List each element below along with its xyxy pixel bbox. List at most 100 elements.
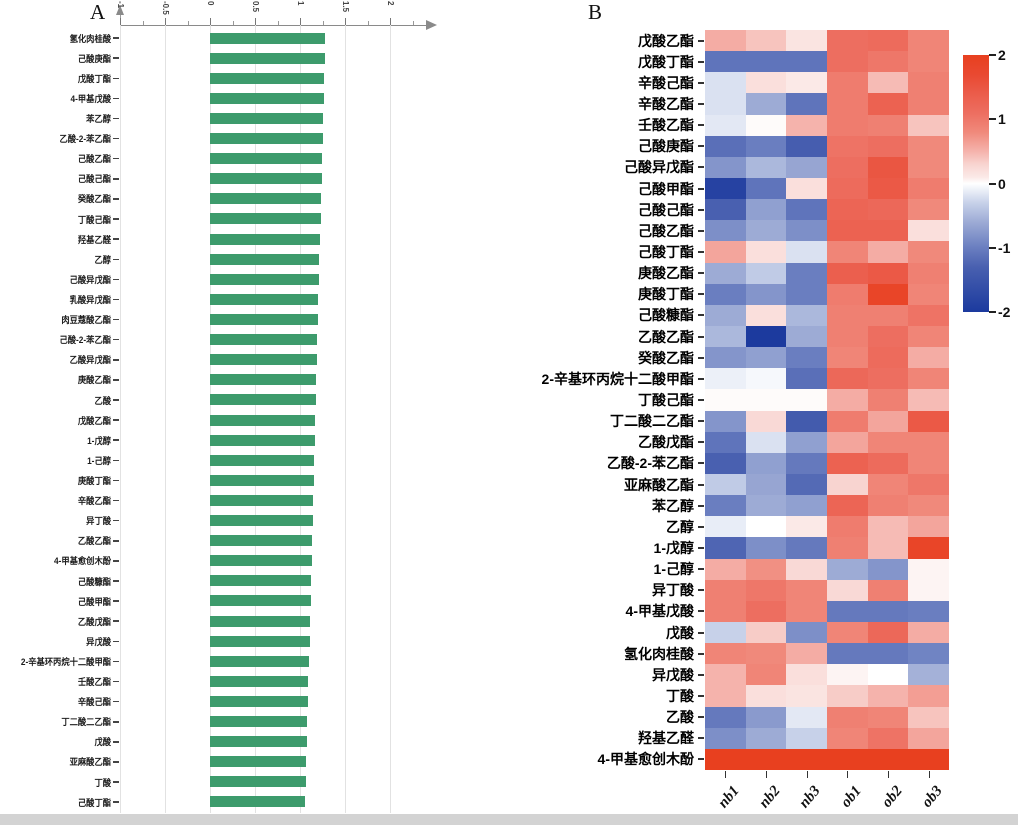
heatmap-row-label: 癸酸乙酯 [638,349,694,366]
heatmap-row-label: 2-辛基环丙烷十二酸甲酯 [541,370,694,387]
heatmap-row: 庚酸乙酯 [418,263,705,284]
heatmap-cell [786,114,827,136]
heatmap-cell [826,579,868,601]
row-tick [113,338,119,341]
heatmap-row-label: 壬酸乙酯 [638,117,694,134]
heatmap-cell [867,93,909,115]
bar [210,454,315,466]
heatmap-cell [705,241,746,263]
heatmap-cell [908,220,949,242]
heatmap-cell [786,199,827,221]
bar-row-label: 壬酸乙酯 [77,677,111,688]
row-tick [698,398,704,401]
row-tick [698,420,704,423]
heatmap-cell [786,643,827,665]
heatmap-row: 戊酸 [418,622,705,643]
row-tick [113,640,119,643]
heatmap-cell [786,241,827,263]
row-tick [113,238,119,240]
bar [210,474,314,486]
bar-row-label: 4-甲基愈创木酚 [53,556,111,567]
row-tick [698,335,704,338]
heatmap-cell [705,114,746,136]
heatmap-row-label: 己酸乙酯 [638,222,694,239]
row-tick [698,737,704,740]
heatmap-cell [867,579,909,601]
row-tick [113,318,119,321]
heatmap-row: 己酸丁酯 [418,241,705,262]
heatmap-row: 丁二酸二乙酯 [418,411,705,432]
bar [210,716,308,728]
axis-tick-label: 1.5 [341,1,350,13]
heatmap-cell [908,452,949,474]
heatmap-cell [745,389,787,411]
axis-tick-label: 2 [386,1,395,6]
heatmap-row: 乙酸戊酯 [418,432,705,453]
heatmap-cell [908,579,949,601]
heatmap-row-label: 氢化肉桂酸 [624,645,694,662]
row-tick [698,546,704,549]
bar-row: 4-甲基愈创木酚 [0,551,119,571]
col-tick [847,771,849,778]
bar-row-label: 戊酸 [94,737,111,748]
row-tick [113,379,119,381]
heatmap-cell [867,748,909,770]
colorbar-tick [989,311,996,313]
heatmap-cell [786,473,827,496]
row-tick [113,600,119,602]
bar-row-label: 乙酸-2-苯乙酯 [59,134,111,145]
row-tick [698,483,704,486]
heatmap-cell [908,325,949,348]
heatmap-cell [705,685,746,707]
colorbar-tick-label: 2 [998,47,1006,63]
heatmap-row-label: 己酸异戊酯 [624,159,694,176]
bar [210,72,325,84]
heatmap-cell [867,114,909,136]
row-tick [113,560,119,562]
heatmap-cell [826,93,868,115]
heatmap-row-label: 庚酸丁酯 [638,286,694,303]
heatmap-row: 乙酸 [418,707,705,728]
heatmap-cell [745,114,787,136]
row-tick [113,459,119,462]
colorbar-tick-label: 1 [998,111,1006,128]
heatmap-col-label: ob2 [878,783,906,811]
row-tick [698,356,704,359]
row-tick [113,801,119,803]
bar [210,233,320,245]
axis-minor-tick [142,21,144,25]
heatmap-cell [826,389,868,411]
bar [210,434,315,446]
heatmap-cell [705,621,746,644]
heatmap-cell [826,241,868,263]
heatmap-cell [786,706,827,728]
heatmap-cell [786,600,827,622]
heatmap-cell [826,51,868,73]
heatmap-cell [908,537,949,559]
col-tick [888,771,889,778]
heatmap-cell [705,72,746,94]
bar [210,494,314,506]
heatmap-cell [705,579,746,601]
row-tick [698,525,704,528]
heatmap-row-label: 羟基乙醛 [638,730,694,747]
heatmap-cell [908,706,949,728]
row-tick [113,479,119,482]
bar-row: 异戊酸 [0,631,119,651]
heatmap-cell [826,30,868,52]
heatmap-cell [705,220,746,242]
heatmap-cell [786,389,827,411]
heatmap-row-label: 1-己醇 [653,561,694,578]
row-tick [698,568,704,571]
heatmap-cell [745,51,787,73]
heatmap-cell [826,664,868,686]
row-tick [698,504,704,507]
bar [210,354,317,366]
bar-row: 乙醇 [0,249,119,269]
bar-row: 乙酸乙酯 [0,531,119,551]
bar [210,555,312,567]
heatmap-cell [867,537,909,559]
heatmap-col-label: nb1 [715,783,743,812]
heatmap-cell [867,262,909,284]
heatmap-row-label: 乙醇 [666,518,694,535]
